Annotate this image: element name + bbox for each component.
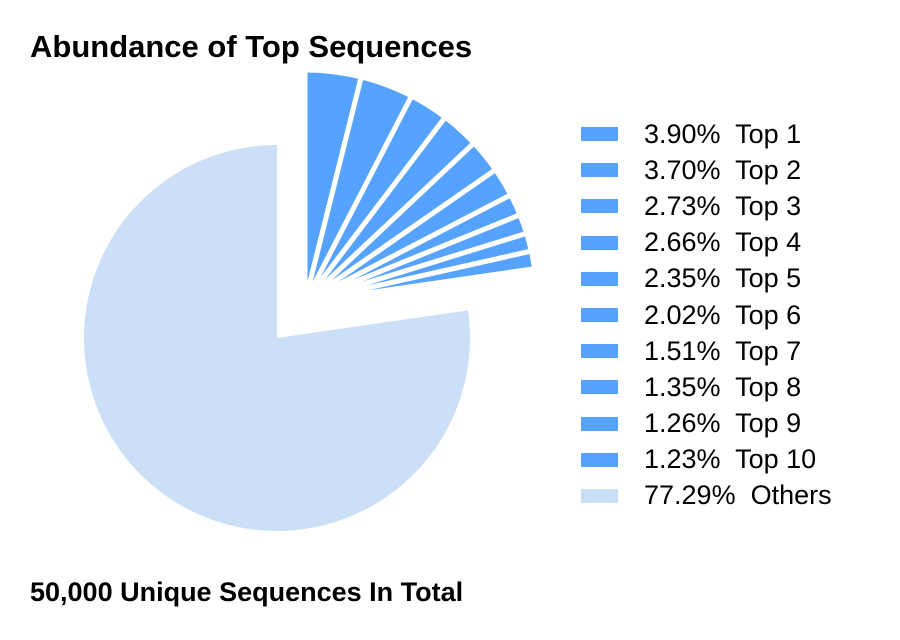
legend-swatch: [581, 127, 618, 142]
legend-swatch: [581, 163, 618, 178]
legend-label: 1.35% Top 8: [644, 371, 802, 402]
pie-slice-others: [84, 145, 471, 531]
legend-label: 1.51% Top 7: [644, 335, 802, 366]
legend-item-top-2: 3.70% Top 2: [581, 152, 832, 188]
legend-label: 2.66% Top 4: [644, 227, 802, 258]
legend-swatch: [581, 235, 618, 250]
legend-label: 2.73% Top 3: [644, 190, 802, 221]
legend-item-top-3: 2.73% Top 3: [581, 188, 832, 224]
legend-item-top-6: 2.02% Top 6: [581, 297, 832, 333]
chart-title: Abundance of Top Sequences: [30, 29, 473, 64]
legend-item-others: 77.29% Others: [581, 478, 832, 514]
legend-swatch: [581, 488, 618, 503]
legend-label: 1.23% Top 10: [644, 444, 817, 475]
legend-swatch: [581, 344, 618, 359]
legend: 3.90% Top 1 3.70% Top 2 2.73% Top 3 2.66% T…: [581, 116, 832, 514]
legend-swatch: [581, 308, 618, 323]
legend-label: 3.90% Top 1: [644, 118, 802, 149]
legend-label: 2.02% Top 6: [644, 299, 802, 330]
legend-swatch: [581, 271, 618, 286]
legend-item-top-9: 1.26% Top 9: [581, 406, 832, 442]
legend-item-top-1: 3.90% Top 1: [581, 116, 832, 152]
legend-swatch: [581, 380, 618, 395]
legend-swatch: [581, 452, 618, 467]
legend-item-top-4: 2.66% Top 4: [581, 225, 832, 261]
legend-label: 3.70% Top 2: [644, 154, 802, 185]
pie-slice-top-10: [304, 248, 538, 305]
legend-label: 1.26% Top 9: [644, 408, 802, 439]
legend-item-top-8: 1.35% Top 8: [581, 369, 832, 405]
legend-item-top-10: 1.23% Top 10: [581, 442, 832, 478]
legend-item-top-5: 2.35% Top 5: [581, 261, 832, 297]
legend-label: 77.29% Others: [644, 480, 832, 511]
pie-slices: [84, 67, 538, 531]
legend-label: 2.35% Top 5: [644, 263, 802, 294]
chart-subtitle: 50,000 Unique Sequences In Total: [30, 577, 464, 607]
legend-item-top-7: 1.51% Top 7: [581, 333, 832, 369]
legend-swatch: [581, 416, 618, 431]
legend-swatch: [581, 199, 618, 214]
